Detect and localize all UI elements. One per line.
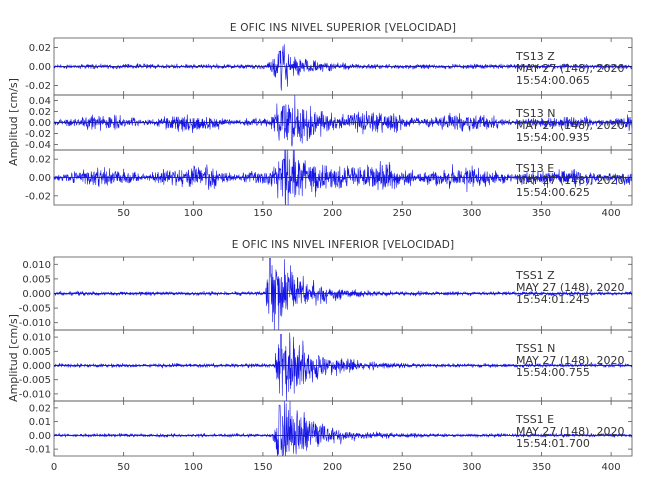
y-axis-label: Amplitud [cm/s] xyxy=(7,78,20,166)
y-tick-label: 0.02 xyxy=(29,43,51,54)
y-tick-label: 0.010 xyxy=(22,333,51,344)
station-date: MAY 27 (148), 2020 xyxy=(516,425,624,438)
chart-title: E OFIC INS NIVEL SUPERIOR [VELOCIDAD] xyxy=(230,22,456,34)
y-tick-label: -0.02 xyxy=(25,81,51,92)
x-tick-label: 350 xyxy=(532,208,551,219)
waveform-ts13-z xyxy=(53,44,633,91)
station-time: 15:54:01.700 xyxy=(516,437,590,450)
y-tick-label: 0.02 xyxy=(29,155,51,166)
x-tick-label: 250 xyxy=(393,208,412,219)
station-time: 15:54:00.625 xyxy=(516,186,590,199)
x-tick-label: 100 xyxy=(184,208,203,219)
station-time: 15:54:00.755 xyxy=(516,366,590,379)
station-time: 15:54:01.245 xyxy=(516,293,590,306)
y-axis-label: Amplitud [cm/s] xyxy=(7,314,20,402)
y-tick-label: 0.010 xyxy=(22,260,51,271)
station-date: MAY 27 (148), 2020 xyxy=(516,354,624,367)
x-tick-label: 50 xyxy=(117,208,130,219)
y-tick-label: 0.005 xyxy=(22,347,51,358)
y-tick-label: 0.00 xyxy=(29,118,51,129)
y-tick-label: 0.04 xyxy=(29,96,51,107)
station-label: TS13 N xyxy=(515,107,555,120)
x-tick-label: 150 xyxy=(253,462,272,473)
station-date: MAY 27 (148), 2020 xyxy=(516,174,624,187)
y-tick-label: -0.04 xyxy=(25,140,51,151)
station-label: TSS1 Z xyxy=(515,269,555,282)
y-tick-label: -0.02 xyxy=(25,129,51,140)
y-tick-label: -0.005 xyxy=(19,375,51,386)
station-date: MAY 27 (148), 2020 xyxy=(516,281,624,294)
x-tick-label: 50 xyxy=(117,462,130,473)
waveform-ts13-n xyxy=(53,94,633,147)
x-tick-label: 250 xyxy=(393,462,412,473)
y-tick-label: -0.005 xyxy=(19,304,51,315)
y-tick-label: -0.010 xyxy=(19,318,51,329)
waveform-ts13-e xyxy=(53,149,633,206)
x-tick-label: 300 xyxy=(462,462,481,473)
x-tick-label: 0 xyxy=(51,462,57,473)
y-tick-label: 0.00 xyxy=(29,431,51,442)
station-time: 15:54:00.935 xyxy=(516,131,590,144)
station-label: TSS1 N xyxy=(515,342,555,355)
y-tick-label: -0.01 xyxy=(25,445,51,456)
x-tick-label: 100 xyxy=(184,462,203,473)
y-tick-label: -0.02 xyxy=(25,191,51,202)
station-label: TSS1 E xyxy=(515,413,554,426)
station-time: 15:54:00.065 xyxy=(516,74,590,87)
x-tick-label: 150 xyxy=(253,208,272,219)
waveform-tss1-z xyxy=(53,258,633,331)
x-tick-label: 300 xyxy=(462,208,481,219)
y-tick-label: 0.000 xyxy=(22,289,51,300)
x-tick-label: 200 xyxy=(323,208,342,219)
station-date: MAY 27 (148), 2020 xyxy=(516,62,624,75)
y-tick-label: 0.02 xyxy=(29,403,51,414)
station-label: TS13 E xyxy=(515,162,554,175)
y-tick-label: -0.010 xyxy=(19,389,51,400)
y-tick-label: 0.000 xyxy=(22,361,51,372)
waveform-tss1-e xyxy=(53,400,633,457)
x-tick-label: 200 xyxy=(323,462,342,473)
y-tick-label: 0.00 xyxy=(29,62,51,73)
x-tick-label: 400 xyxy=(602,462,621,473)
y-tick-label: 0.01 xyxy=(29,417,51,428)
x-tick-label: 400 xyxy=(602,208,621,219)
station-label: TS13 Z xyxy=(515,50,555,63)
station-date: MAY 27 (148), 2020 xyxy=(516,119,624,132)
x-tick-label: 350 xyxy=(532,462,551,473)
panel-frame xyxy=(53,400,633,457)
y-tick-label: 0.00 xyxy=(29,173,51,184)
waveform-tss1-n xyxy=(53,332,633,402)
y-tick-label: 0.02 xyxy=(29,107,51,118)
chart-title: E OFIC INS NIVEL INFERIOR [VELOCIDAD] xyxy=(232,239,455,251)
y-tick-label: 0.005 xyxy=(22,274,51,285)
